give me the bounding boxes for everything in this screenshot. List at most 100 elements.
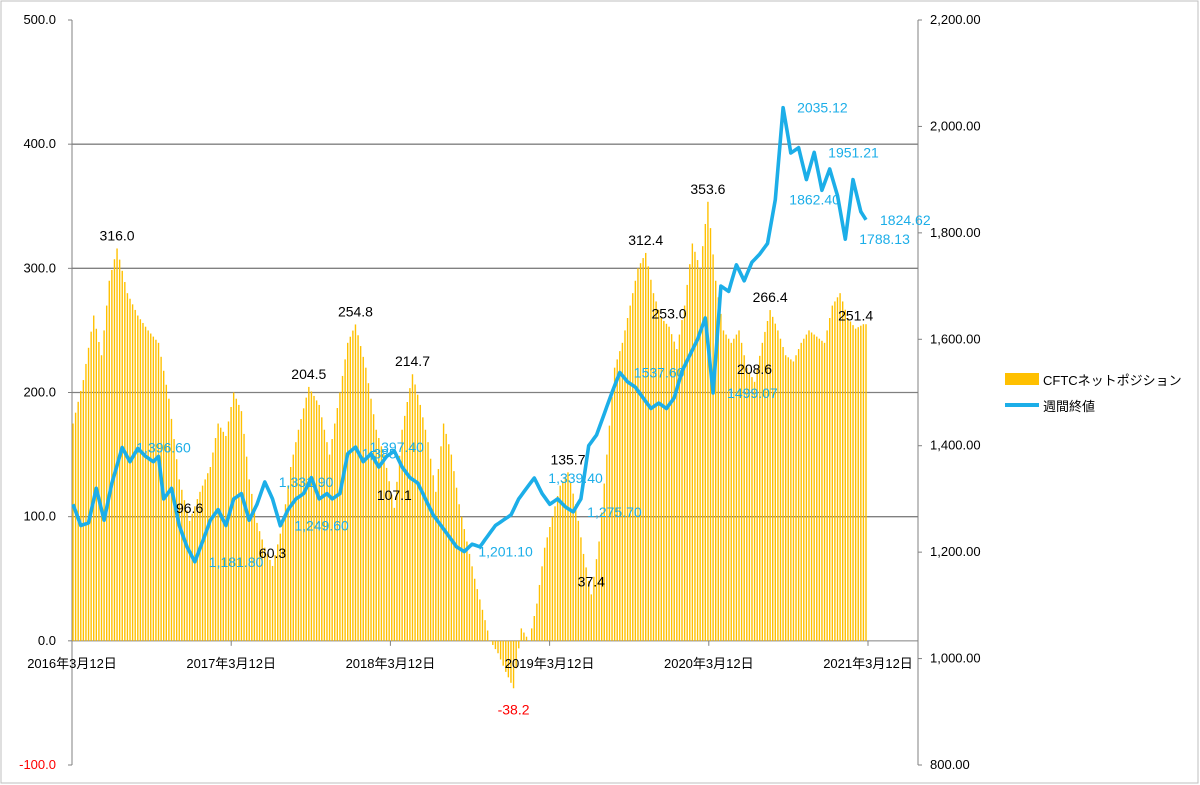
cftc-bar — [380, 446, 383, 641]
cftc-bar — [567, 472, 569, 641]
cftc-bar — [124, 281, 126, 641]
cftc-bar — [816, 336, 818, 641]
line-data-label: 1499.07 — [727, 385, 778, 401]
cftc-bar — [727, 338, 730, 641]
cftc-bar — [463, 529, 466, 641]
cftc-bar — [520, 628, 523, 641]
cftc-bar — [144, 326, 147, 641]
cftc-bar — [401, 429, 403, 641]
cftc-bar — [170, 418, 173, 641]
cftc-bar — [279, 533, 282, 641]
line-data-label: 1,397.40 — [369, 439, 424, 455]
cftc-bar — [619, 351, 621, 641]
cftc-bar — [528, 640, 530, 642]
cftc-bar — [251, 493, 253, 641]
cftc-bar — [339, 392, 341, 641]
cftc-bar — [359, 346, 362, 641]
cftc-bar — [328, 454, 331, 641]
cftc-bar — [248, 479, 250, 641]
cftc-bar — [689, 264, 691, 641]
x-tick-label: 2020年3月12日 — [664, 656, 754, 671]
cftc-bar — [657, 309, 660, 641]
cftc-bar — [484, 620, 486, 641]
cftc-bar — [302, 408, 305, 641]
line-data-label: 1824.62 — [880, 212, 931, 228]
cftc-bar — [80, 390, 82, 641]
cftc-bar — [595, 559, 598, 641]
cftc-bar — [779, 338, 782, 641]
cftc-bar — [173, 439, 175, 641]
cftc-bar — [429, 458, 432, 641]
cftc-bar — [419, 404, 421, 641]
line-data-label: 1,331.90 — [279, 474, 334, 490]
cftc-bar — [435, 491, 437, 641]
cftc-bar — [212, 452, 214, 641]
cftc-bar — [626, 318, 629, 641]
cftc-bar — [725, 334, 727, 641]
cftc-bar — [344, 359, 346, 641]
cftc-bar — [341, 375, 344, 641]
cftc-bar — [621, 342, 624, 641]
cftc-bar — [865, 324, 867, 641]
line-data-label: 1,339.40 — [548, 470, 603, 486]
cftc-bar — [442, 423, 445, 641]
cftc-bar — [188, 520, 191, 641]
cftc-bar — [577, 520, 580, 641]
cftc-bar — [264, 547, 266, 641]
cftc-bar — [862, 324, 865, 641]
cftc-bar — [538, 584, 541, 641]
cftc-bar — [800, 342, 802, 641]
cftc-bar — [831, 305, 834, 641]
cftc-bar — [284, 504, 287, 641]
cftc-bar — [772, 316, 774, 641]
cftc-bar — [331, 439, 333, 641]
cftc-bar — [637, 268, 639, 641]
cftc-bar — [655, 301, 657, 641]
cftc-bar — [852, 325, 854, 641]
cftc-bar — [142, 322, 144, 641]
cftc-bar — [292, 454, 294, 641]
cftc-bar — [492, 640, 494, 645]
line-data-label: 1,181.80 — [209, 554, 264, 570]
cftc-bar — [163, 370, 165, 641]
cftc-bar — [253, 508, 256, 641]
cftc-bar — [282, 522, 284, 641]
cftc-bar — [100, 355, 103, 641]
cftc-bar — [445, 433, 447, 641]
cftc-bar — [113, 259, 116, 641]
cftc-bar — [497, 640, 499, 654]
cftc-bar — [473, 578, 476, 641]
cftc-bar — [214, 438, 217, 641]
cftc-bar — [616, 359, 618, 641]
cftc-bar — [660, 318, 662, 641]
legend-bar-swatch — [1005, 373, 1039, 385]
cftc-bar — [225, 435, 227, 641]
cftc-bar — [505, 640, 507, 672]
cftc-bar — [261, 539, 263, 641]
cftc-bar — [450, 454, 453, 641]
legend-item-cftc: CFTCネットポジション — [1005, 366, 1182, 392]
cftc-bar — [453, 471, 455, 641]
cftc-bar — [481, 609, 484, 641]
cftc-bar — [235, 398, 237, 641]
cftc-bar — [712, 254, 714, 641]
cftc-bar — [398, 455, 401, 641]
cftc-bar — [271, 565, 274, 641]
cftc-bar — [603, 483, 605, 641]
cftc-bar — [204, 479, 206, 641]
cftc-bar — [385, 467, 388, 641]
cftc-bar — [826, 330, 828, 641]
cftc-bar — [147, 330, 149, 641]
line-data-label: 1788.13 — [859, 231, 910, 247]
cftc-bar — [769, 310, 771, 641]
cftc-bar — [240, 411, 243, 641]
cftc-bar — [808, 330, 810, 641]
cftc-bar — [354, 324, 357, 641]
cftc-bar — [823, 342, 826, 641]
cftc-bar — [499, 640, 502, 660]
right-tick-label: 1,000.00 — [930, 651, 981, 666]
right-tick-label: 1,400.00 — [930, 438, 981, 453]
cftc-bar — [393, 507, 396, 641]
cftc-bar — [186, 510, 188, 641]
line-data-label: 1,396.60 — [136, 440, 191, 456]
